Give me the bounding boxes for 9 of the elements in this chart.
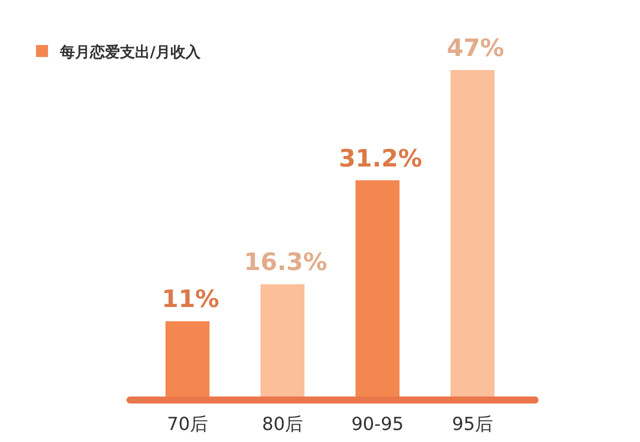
data-label: 47% — [446, 34, 504, 62]
x-tick-label: 90-95 — [351, 414, 404, 435]
x-tick-label: 95后 — [452, 414, 493, 435]
x-tick-label: 70后 — [167, 414, 208, 435]
data-label: 11% — [162, 285, 220, 314]
legend-label: 每月恋爱支出/月收入 — [59, 43, 202, 61]
x-tick-label: 80后 — [262, 414, 303, 435]
data-label: 31.2% — [338, 144, 422, 172]
data-label: 16.3% — [244, 248, 328, 276]
